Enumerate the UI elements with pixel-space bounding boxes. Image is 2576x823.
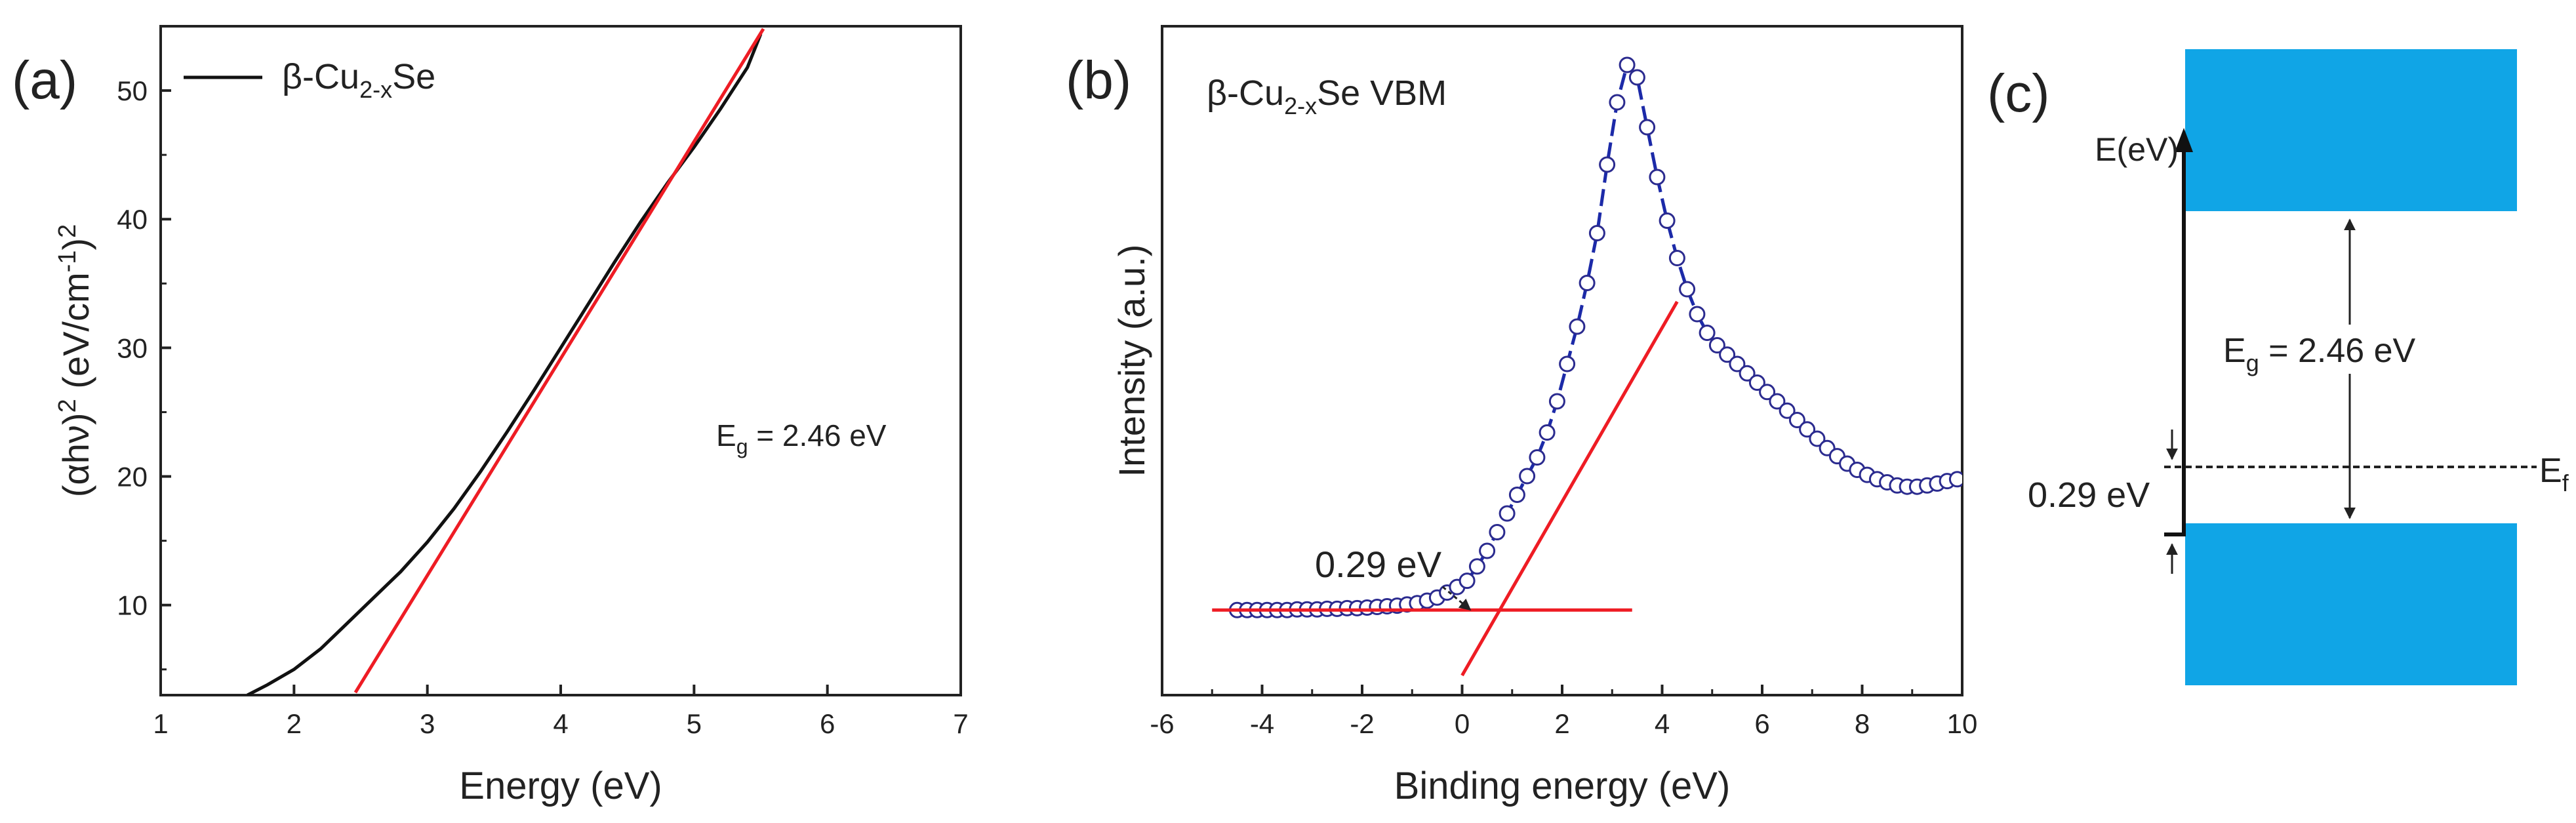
panel-a-x-tick-label: 2 [287,708,302,739]
panel-b: (b) -6 -4 -2 0 2 4 6 8 10 β-Cu2-xSe VBM 0.29 eV … [1066,25,1977,807]
panel-b-data-point [1788,412,1805,428]
panel-b-x-tick-label: 2 [1554,708,1569,739]
band-gap-label: Eg = 2.46 eV [2223,332,2416,376]
panel-b-data-point [1748,374,1765,391]
panel-b-series-line [1237,61,1958,612]
panel-b-data-point [1739,365,1756,382]
panel-a-series-line [247,33,763,695]
energy-axis-arrowhead [2175,128,2193,152]
panel-b-data-point [1809,430,1826,447]
fermi-level-label: Ef [2539,452,2569,496]
panel-a-y-tick-label: 10 [117,590,148,621]
panel-b-data-point [1659,212,1676,229]
panel-a-xlabel: Energy (eV) [459,765,662,807]
panel-b-x-tick-label: -4 [1250,708,1274,739]
panel-b-data-point [1529,449,1546,466]
panel-a-x-tick-label: 3 [420,708,435,739]
panel-b-data-point [1719,346,1736,363]
panel-c: (c) E(eV) Eg = 2.46 eV Ef 0.29 eV [1987,49,2569,685]
panel-b-legend: β-Cu2-xSe VBM [1207,73,1447,119]
panel-a-y-tick-label: 30 [117,332,148,363]
panel-b-data-point [1519,468,1536,485]
panel-b-data-point [1489,524,1506,540]
panel-b-annotation-arrow [1442,586,1472,611]
panel-a-y-tick-label: 20 [117,462,148,492]
panel-c-label: (c) [1987,64,2050,123]
panel-b-data-point [1508,487,1525,503]
panel-b-label: (b) [1066,50,1131,110]
panel-a-legend: β-Cu2-xSe [282,57,435,103]
panel-a-x-ticks: 1 2 3 4 5 6 7 [153,685,969,739]
panel-b-data-point [1548,393,1565,410]
panel-b-data-point [1948,471,1962,488]
energy-axis-label: E(eV) [2095,131,2179,168]
panel-b-x-tick-label: 0 [1455,708,1470,739]
panel-b-data-point [1609,94,1626,111]
panel-a-fit-line [353,28,765,694]
panel-b-points [1228,56,1962,618]
offset-label: 0.29 eV [2028,475,2150,515]
panel-a-label: (a) [12,50,77,110]
panel-a-y-ticks: 10 20 30 40 50 [117,25,171,671]
panel-b-data-point [1639,119,1656,136]
panel-b-data-point [1579,275,1596,291]
panel-a-ylabel: (αhν)2 (eV/cm-1)2 [54,224,96,497]
panel-a-x-tick-label: 4 [553,708,568,739]
panel-b-x-tick-label: -2 [1350,708,1374,739]
panel-b-xlabel: Binding energy (eV) [1394,765,1731,807]
panel-b-x-tick-label: -6 [1150,708,1174,739]
panel-a-x-tick-label: 7 [953,708,968,739]
panel-a-gap-annotation: Eg = 2.46 eV [716,418,887,458]
panel-b-tangent-fit [1460,300,1679,677]
panel-b-x-tick-label: 4 [1655,708,1670,739]
panel-b-data-point [1459,572,1476,590]
panel-b-data-point [1539,424,1556,441]
band-gap-label-bg [2213,325,2463,374]
panel-b-x-ticks: -6 -4 -2 0 2 4 6 8 10 [1150,685,1977,739]
panel-a: (a) 1 2 3 4 5 6 7 10 20 30 40 50 β-Cu2-xSe Eg = 2.… [12,25,969,807]
panel-b-offset-annotation: 0.29 eV [1315,544,1442,585]
panel-b-data-point [1569,318,1586,335]
panel-a-y-tick-label: 40 [117,204,148,235]
panel-b-data-point [1619,56,1636,73]
panel-b-data-point [1759,384,1776,401]
panel-b-x-tick-label: 10 [1947,708,1978,739]
panel-b-data-point [1479,542,1496,559]
panel-b-data-point [1779,402,1796,419]
panel-b-data-point [1559,355,1576,372]
panel-b-data-point [1499,505,1516,522]
panel-a-x-tick-label: 6 [820,708,835,739]
panel-a-x-tick-label: 5 [687,708,702,739]
panel-b-data-point [1468,558,1485,575]
panel-b-x-tick-label: 8 [1855,708,1870,739]
panel-b-data-point [1799,421,1816,438]
panel-b-data-point [1628,69,1645,86]
panel-a-y-tick-label: 50 [117,75,148,106]
panel-b-data-point [1689,306,1706,323]
panel-b-data-point [1588,225,1605,241]
panel-b-data-point [1599,156,1616,173]
panel-b-data-point [1729,355,1746,372]
panel-b-data-point [1649,169,1666,186]
panel-a-x-tick-label: 1 [153,708,168,739]
panel-b-data-point [1699,325,1716,341]
panel-b-data-point [1679,281,1696,298]
panel-b-data-point [1668,250,1685,266]
panel-b-data-point [1708,337,1725,353]
conduction-band [2185,49,2517,211]
panel-b-data-point [1769,393,1786,410]
panel-b-ylabel: Intensity (a.u.) [1111,245,1152,477]
panel-b-x-tick-label: 6 [1754,708,1769,739]
valence-band [2185,523,2517,685]
